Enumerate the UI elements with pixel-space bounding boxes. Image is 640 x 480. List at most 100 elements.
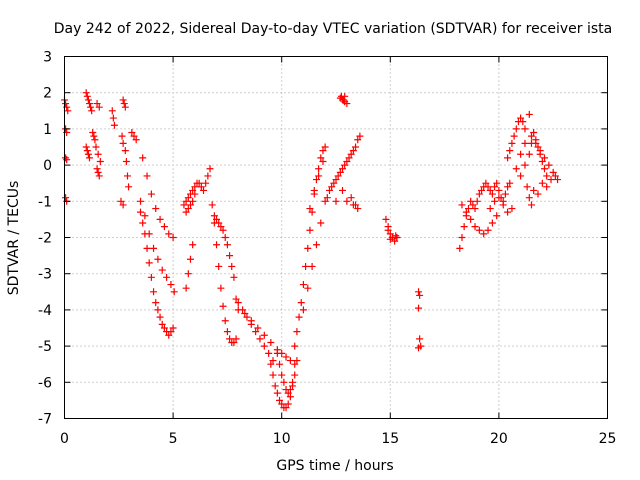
data-point xyxy=(182,284,190,292)
data-point xyxy=(215,219,223,227)
grid-lines xyxy=(64,56,608,419)
data-point xyxy=(484,183,492,191)
data-point xyxy=(156,215,164,223)
data-point xyxy=(527,201,535,209)
data-point xyxy=(317,154,325,162)
data-point xyxy=(547,176,555,184)
data-point xyxy=(471,205,479,213)
data-point xyxy=(160,223,168,231)
data-point xyxy=(530,129,538,137)
data-point xyxy=(312,176,320,184)
data-point xyxy=(265,349,273,357)
data-point xyxy=(137,197,145,205)
data-point xyxy=(319,157,327,165)
data-point xyxy=(299,281,307,289)
data-point xyxy=(328,183,336,191)
data-point xyxy=(416,335,424,343)
data-point xyxy=(347,150,355,158)
data-point xyxy=(545,161,553,169)
data-point xyxy=(343,197,351,205)
data-point xyxy=(551,172,559,180)
data-point xyxy=(543,172,551,180)
data-point xyxy=(243,313,251,321)
data-point xyxy=(139,154,147,162)
data-point xyxy=(156,313,164,321)
data-point xyxy=(508,205,516,213)
data-point xyxy=(504,154,512,162)
data-point xyxy=(473,197,481,205)
data-point xyxy=(215,262,223,270)
data-point xyxy=(415,304,423,312)
data-point xyxy=(354,136,362,144)
data-point xyxy=(339,186,347,194)
data-point xyxy=(291,342,299,350)
data-point xyxy=(256,335,264,343)
y-tick-label: 2 xyxy=(43,86,52,102)
data-point xyxy=(260,331,268,339)
data-point xyxy=(521,139,529,147)
data-point xyxy=(182,197,190,205)
data-point xyxy=(527,132,535,140)
data-point xyxy=(392,232,400,240)
data-point xyxy=(88,107,96,115)
data-point xyxy=(167,281,175,289)
data-point xyxy=(488,219,496,227)
data-point xyxy=(480,230,488,238)
x-tick-label: 15 xyxy=(381,431,399,447)
data-point xyxy=(521,125,529,133)
data-point xyxy=(119,201,127,209)
data-point xyxy=(349,147,357,155)
data-point xyxy=(484,226,492,234)
data-point xyxy=(289,378,297,386)
data-point xyxy=(354,205,362,213)
y-tick-label: 0 xyxy=(43,158,52,174)
data-point xyxy=(64,107,72,115)
data-point xyxy=(538,179,546,187)
plot-area xyxy=(64,56,608,419)
data-point xyxy=(122,157,130,165)
x-tick-label: 20 xyxy=(490,431,508,447)
data-point xyxy=(132,136,140,144)
data-point xyxy=(137,208,145,216)
data-point xyxy=(232,295,240,303)
data-point xyxy=(471,223,479,231)
data-point xyxy=(286,357,294,365)
data-point xyxy=(200,186,208,194)
data-point xyxy=(467,215,475,223)
data-point xyxy=(269,357,277,365)
data-point xyxy=(312,241,320,249)
data-point xyxy=(554,176,562,184)
data-point xyxy=(145,259,153,267)
y-tick-label: -2 xyxy=(38,231,52,247)
data-point xyxy=(488,190,496,198)
data-point xyxy=(464,205,472,213)
data-point xyxy=(82,89,90,97)
x-axis-label: GPS time / hours xyxy=(276,458,393,474)
data-point xyxy=(339,165,347,173)
data-point xyxy=(210,212,218,220)
data-point xyxy=(534,190,542,198)
data-point xyxy=(228,262,236,270)
data-point xyxy=(184,205,192,213)
data-point xyxy=(495,194,503,202)
data-point xyxy=(184,194,192,202)
data-point xyxy=(382,215,390,223)
data-point xyxy=(221,234,229,241)
data-point xyxy=(517,172,525,180)
data-point xyxy=(269,371,277,379)
data-point xyxy=(110,121,118,129)
data-point xyxy=(458,201,466,209)
data-point xyxy=(217,223,225,231)
data-point xyxy=(169,324,177,332)
data-point xyxy=(189,186,197,194)
data-point xyxy=(541,154,549,162)
data-point xyxy=(352,201,360,209)
data-point xyxy=(182,208,190,216)
data-point xyxy=(273,389,281,397)
data-point xyxy=(549,168,557,176)
data-point xyxy=(118,132,126,140)
data-point xyxy=(302,262,310,270)
x-tick-label: 25 xyxy=(599,431,617,447)
data-point xyxy=(276,360,284,368)
